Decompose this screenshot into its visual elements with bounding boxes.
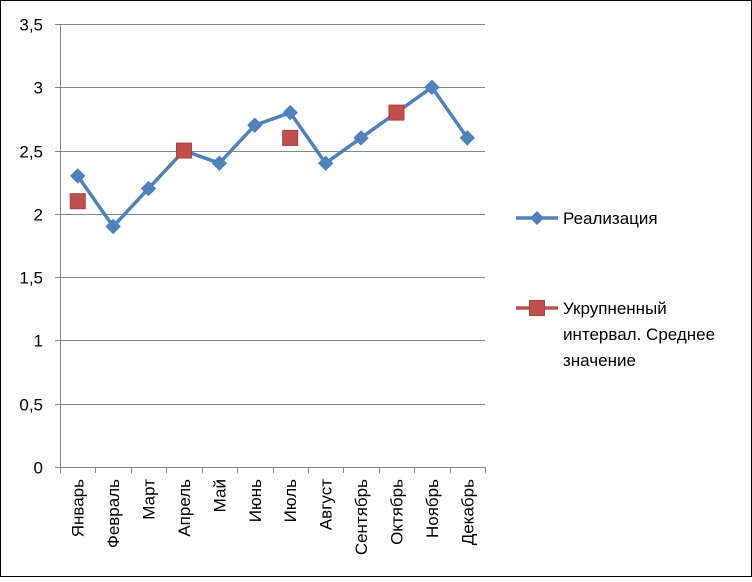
- data-point-diamond: [105, 218, 121, 235]
- y-tick-label: 0,5: [19, 396, 43, 415]
- gridlines: [60, 24, 485, 405]
- axes: [55, 24, 486, 473]
- x-tick-label: Май: [210, 479, 229, 512]
- y-tick-label: 1,5: [19, 269, 43, 288]
- data-point-diamond: [282, 104, 298, 121]
- data-point-square: [388, 104, 405, 121]
- series-2: [69, 104, 405, 210]
- series: [69, 79, 475, 235]
- x-tick-label: Август: [317, 479, 336, 530]
- data-point-square: [69, 193, 86, 210]
- data-point-diamond: [424, 79, 440, 95]
- data-point-diamond: [353, 130, 369, 146]
- y-axis-tick-labels: 0 0,5 1 1,5 2 2,5 3 3,5: [19, 16, 43, 478]
- legend-item-1: Реализация: [516, 209, 658, 228]
- data-point-square: [175, 142, 192, 159]
- x-tick-label: Ноябрь: [423, 479, 442, 538]
- data-point-diamond: [247, 117, 263, 133]
- data-point-square: [282, 129, 299, 146]
- legend-item-2: Укрупненный интервал. Среднее значение: [516, 299, 715, 370]
- x-tick-label: Март: [140, 479, 159, 520]
- x-tick-label: Декабрь: [458, 479, 477, 545]
- data-point-diamond: [140, 180, 157, 197]
- x-tick-label: Июнь: [246, 479, 265, 522]
- legend: Реализация Укрупненный интервал. Среднее зн…: [516, 209, 715, 370]
- legend-label-line: интервал. Среднее: [563, 325, 715, 344]
- data-point-diamond: [317, 155, 334, 171]
- y-tick-label: 2: [34, 206, 43, 225]
- x-tick-label: Февраль: [104, 479, 123, 548]
- y-tick-label: 3: [34, 79, 43, 98]
- legend-marker-diamond: [530, 211, 544, 225]
- y-tick-label: 2,5: [19, 143, 43, 162]
- x-tick-label: Июль: [281, 479, 300, 523]
- y-tick-label: 3,5: [19, 16, 43, 35]
- x-tick-label: Апрель: [175, 479, 194, 537]
- x-tick-label: Январь: [69, 479, 88, 537]
- data-point-diamond: [211, 155, 228, 171]
- legend-label-line: Укрупненный: [563, 299, 667, 318]
- y-tick-label: 0: [34, 459, 43, 478]
- data-point-diamond: [459, 130, 475, 146]
- legend-label-line: значение: [563, 351, 636, 370]
- legend-marker-square: [529, 300, 545, 316]
- x-axis-tick-labels: Январь Февраль Март Апрель Май Июнь Июль Август…: [69, 479, 478, 555]
- x-tick-label: Октябрь: [387, 479, 406, 545]
- data-point-diamond: [70, 168, 86, 184]
- x-tick-label: Сентябрь: [352, 479, 371, 555]
- legend-label: Реализация: [563, 209, 658, 228]
- y-tick-label: 1: [34, 332, 43, 351]
